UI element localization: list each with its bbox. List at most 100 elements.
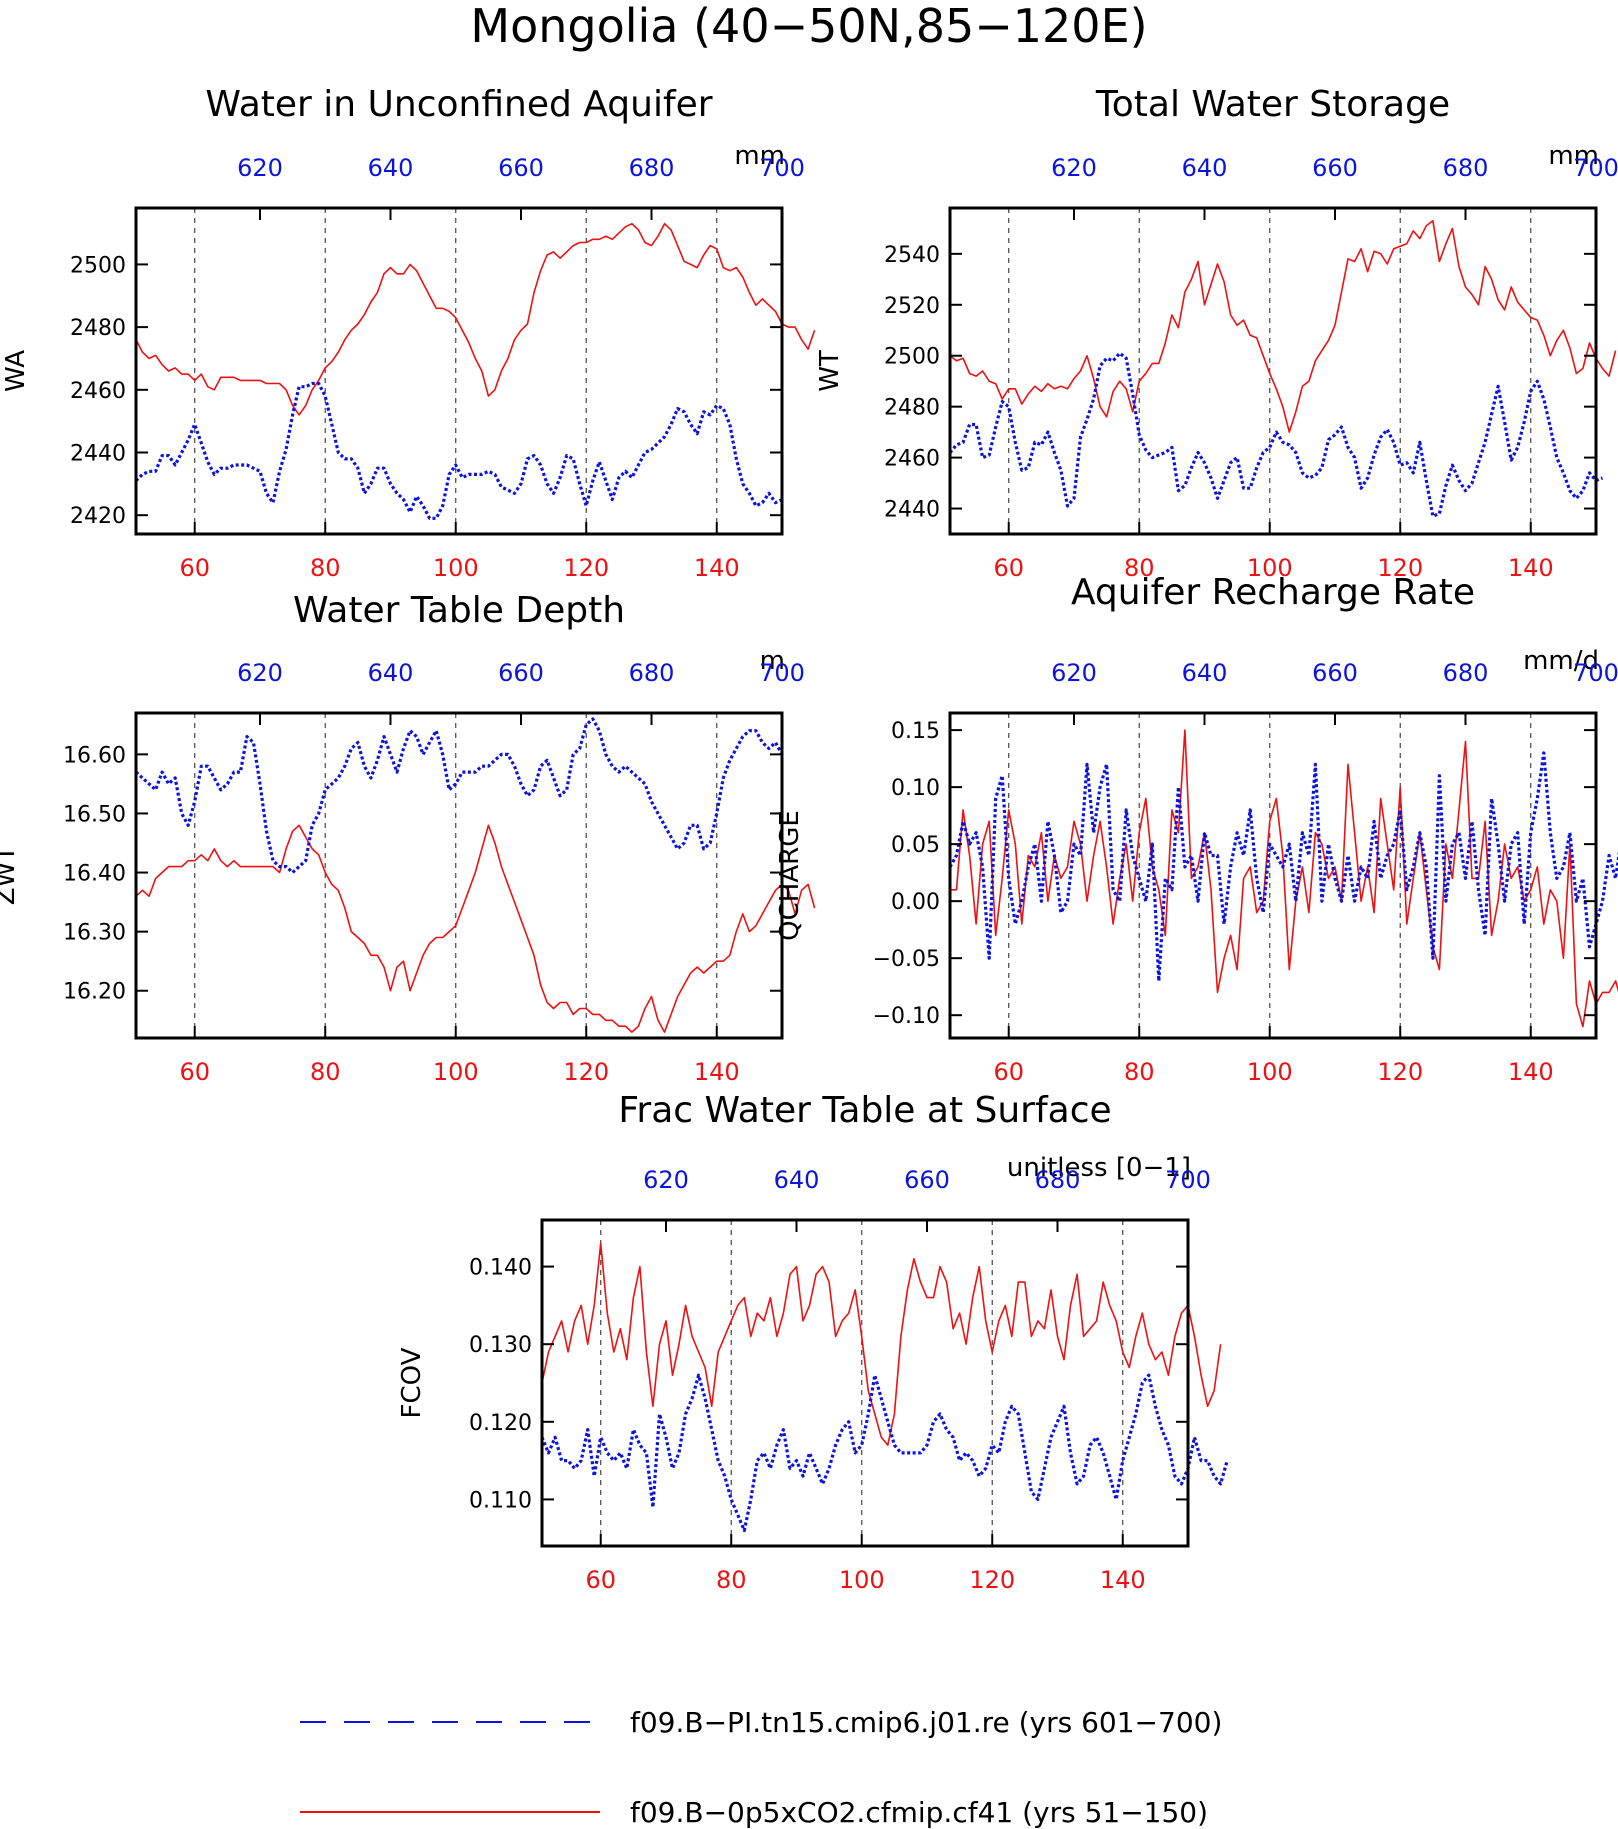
x-tick-label-bottom: 140 [1100,1566,1146,1594]
y-tick-label: 2420 [70,504,126,529]
x-tick-label-bottom: 100 [433,554,479,582]
x-tick-label-top: 620 [237,659,283,687]
legend-label-red: f09.B−0p5xCO2.cfmip.cf41 (yrs 51−150) [630,1796,1208,1829]
x-tick-label-bottom: 80 [310,1058,341,1086]
y-tick-label: 2520 [884,294,940,319]
x-tick-label-bottom: 120 [1377,554,1423,582]
x-tick-label-bottom: 140 [694,1058,740,1086]
y-tick-label: 0.05 [891,833,940,858]
x-tick-label-top: 700 [759,659,805,687]
y-tick-label: 2540 [884,243,940,268]
x-tick-label-bottom: 80 [1124,554,1155,582]
series-line-blue [134,381,783,520]
y-tick-label: 16.50 [63,802,126,827]
y-tick-label: 2500 [884,345,940,370]
y-tick-label: 2440 [884,498,940,523]
chart-panel-4: Aquifer Recharge Rate mm/d QCHARGE 60 80 100 1… [775,572,1618,1086]
y-tick-label: 16.20 [63,980,126,1005]
chart-ylabel: QCHARGE [775,810,805,941]
plot-frame [948,711,1598,1040]
x-tick-label-top: 640 [1182,154,1228,182]
y-tick-label: 2500 [70,253,126,278]
x-tick-label-top: 680 [1035,1166,1081,1194]
chart-panel-5: Frac Water Table at Surface unitless [0−1… [397,1090,1229,1594]
x-tick-label-top: 660 [498,659,544,687]
x-tick-label-top: 620 [237,154,283,182]
chart-units: mm [734,141,785,171]
x-tick-label-top: 620 [1051,154,1097,182]
x-tick-label-top: 620 [643,1166,689,1194]
x-tick-label-bottom: 100 [433,1058,479,1086]
chart-title: Total Water Storage [1095,84,1450,125]
chart-ylabel: FCOV [397,1347,427,1418]
y-tick-label: −0.05 [873,947,940,972]
x-tick-label-top: 620 [1051,659,1097,687]
y-tick-label: 2480 [70,316,126,341]
chart-title: Frac Water Table at Surface [618,1090,1111,1131]
x-tick-label-top: 660 [1312,659,1358,687]
x-tick-label-top: 700 [759,154,805,182]
x-tick-label-top: 680 [1443,659,1489,687]
series-line-blue [134,717,784,875]
x-tick-label-bottom: 120 [563,1058,609,1086]
x-tick-label-bottom: 80 [716,1566,747,1594]
x-tick-label-bottom: 80 [1124,1058,1155,1086]
y-tick-label: −0.10 [873,1004,940,1029]
x-tick-label-bottom: 100 [1247,554,1293,582]
y-tick-label: 0.00 [891,890,940,915]
chart-ylabel: ZWT [0,846,21,906]
chart-units: mm/d [1523,646,1599,676]
x-tick-label-top: 640 [368,154,414,182]
x-tick-label-bottom: 120 [1377,1058,1423,1086]
y-tick-label: 2480 [884,396,940,421]
y-tick-label: 2440 [70,442,126,467]
x-tick-label-top: 700 [1165,1166,1211,1194]
x-tick-label-bottom: 140 [1508,554,1554,582]
x-tick-label-top: 660 [1312,154,1358,182]
x-tick-label-top: 680 [629,154,675,182]
x-tick-label-top: 640 [368,659,414,687]
y-tick-label: 2460 [70,379,126,404]
series-line-red [950,729,1618,1028]
page-title: Mongolia (40−50N,85−120E) [470,0,1147,53]
x-tick-label-bottom: 60 [179,554,210,582]
series-line-red [135,824,816,1033]
x-tick-label-top: 660 [904,1166,950,1194]
y-tick-label: 0.110 [469,1488,532,1513]
x-tick-label-top: 700 [1573,154,1618,182]
x-tick-label-top: 700 [1573,659,1618,687]
chart-panel-2: Total Water Storage mm WT 60 80 100 120 140 620 6… [815,84,1618,582]
x-tick-label-bottom: 60 [585,1566,616,1594]
plot-frame [540,1218,1190,1548]
x-tick-label-bottom: 140 [1508,1058,1554,1086]
y-tick-label: 16.40 [63,862,126,887]
y-tick-label: 0.120 [469,1411,532,1436]
plot-frame [134,711,784,1040]
y-tick-label: 0.140 [469,1256,532,1281]
x-tick-label-bottom: 100 [839,1566,885,1594]
y-tick-label: 0.15 [891,719,940,744]
chart-units: mm [1548,141,1599,171]
x-tick-label-bottom: 120 [563,554,609,582]
series-line-red [541,1242,1222,1446]
series-line-red [135,222,816,416]
chart-ylabel: WT [815,350,845,392]
chart-panel-3: Water Table Depth m ZWT 60 80 100 120 140 620 640… [0,590,816,1086]
x-tick-label-bottom: 120 [969,1566,1015,1594]
chart-units: unitless [0−1] [1007,1153,1191,1183]
plot-frame [134,206,784,536]
x-tick-label-top: 660 [498,154,544,182]
x-tick-label-top: 680 [1443,154,1489,182]
y-tick-label: 0.130 [469,1333,532,1358]
x-tick-label-bottom: 100 [1247,1058,1293,1086]
chart-title: Aquifer Recharge Rate [1071,572,1475,613]
chart-title: Water in Unconfined Aquifer [205,84,712,125]
chart-panel-1: Water in Unconfined Aquifer mm WA 60 80 100 12… [1,84,816,582]
x-tick-label-top: 680 [629,659,675,687]
chart-panels: Water in Unconfined Aquifer mm WA 60 80 100 12… [0,84,1618,1594]
x-tick-label-bottom: 140 [694,554,740,582]
series-line-red [949,219,1617,433]
y-tick-label: 0.10 [891,776,940,801]
y-tick-label: 16.30 [63,921,126,946]
